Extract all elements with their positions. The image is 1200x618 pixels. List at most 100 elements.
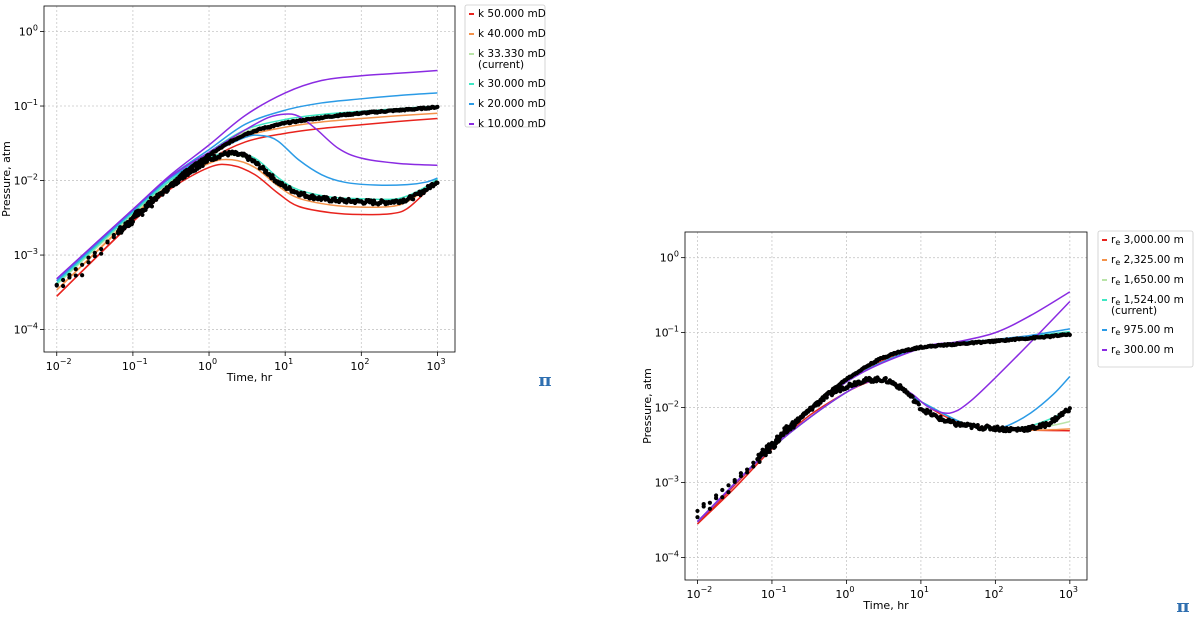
observed-data-point bbox=[332, 195, 337, 201]
y-tick-exponent: 0 bbox=[33, 24, 38, 33]
axes-frame bbox=[43, 5, 456, 353]
y-axis-label: Pressure, atm bbox=[0, 141, 13, 217]
x-tick-label: 10 bbox=[198, 360, 212, 373]
chart-2: 10 −2 10 −1 10 0 10 1 10 2 10 3−410−310−210−110010T… bbox=[641, 230, 1194, 617]
legend-label: re 2,325.00 m bbox=[1111, 254, 1184, 267]
x-tick-exponent: 0 bbox=[212, 357, 217, 366]
legend-label: k 33.330 mD bbox=[478, 48, 546, 60]
legend-item[interactable]: re 975.00 m bbox=[1102, 324, 1174, 337]
observed-data-point bbox=[751, 464, 756, 469]
observed-data-point bbox=[256, 162, 261, 167]
y-tick-exponent: −2 bbox=[667, 400, 679, 409]
legend-label: re 975.00 m bbox=[1111, 324, 1174, 337]
observed-data-point bbox=[67, 272, 72, 278]
observed-data-point bbox=[80, 273, 85, 278]
legend-item[interactable]: k 10.000 mD bbox=[469, 118, 546, 130]
x-tick-exponent: 3 bbox=[1073, 585, 1078, 594]
plot-area bbox=[685, 232, 1087, 580]
y-tick-exponent: 0 bbox=[674, 250, 679, 259]
x-tick-exponent: 3 bbox=[440, 357, 445, 366]
observed-data-point bbox=[302, 190, 307, 196]
y-tick-exponent: −1 bbox=[667, 325, 679, 334]
observed-data-point bbox=[695, 508, 700, 514]
x-tick-label: 10 bbox=[1059, 588, 1073, 601]
observed-data-point bbox=[726, 490, 731, 495]
observed-data-point bbox=[784, 424, 789, 429]
observed-data-point bbox=[200, 163, 205, 168]
legend-item[interactable]: k 40.000 mD bbox=[469, 28, 546, 40]
y-tick-label: 10 bbox=[655, 327, 669, 340]
x-tick-exponent: 2 bbox=[364, 357, 369, 366]
legend-item[interactable]: re 300.00 m bbox=[1102, 344, 1174, 357]
legend-label: re 3,000.00 m bbox=[1111, 234, 1184, 247]
observed-data-point bbox=[73, 273, 78, 278]
x-tick-exponent: 1 bbox=[288, 357, 293, 366]
legend-item[interactable]: re 3,000.00 m bbox=[1102, 234, 1184, 247]
observed-data-point bbox=[1067, 332, 1072, 338]
observed-data-point bbox=[411, 197, 416, 202]
legend-item[interactable]: re 1,650.00 m bbox=[1102, 274, 1184, 287]
observed-data-point bbox=[105, 240, 110, 245]
observed-data-point bbox=[916, 402, 921, 407]
series-pressure-line bbox=[696, 300, 1071, 523]
x-tick-label: 10 bbox=[350, 360, 364, 373]
legend-item[interactable]: re 1,524.00 m(current) bbox=[1102, 294, 1184, 317]
observed-data-point bbox=[115, 231, 121, 236]
legend-box bbox=[1097, 230, 1194, 368]
observed-data-point bbox=[60, 283, 66, 289]
observed-data-point bbox=[111, 232, 116, 238]
y-tick-label: 10 bbox=[660, 252, 674, 265]
x-tick-exponent: −2 bbox=[60, 357, 72, 366]
legend-label: k 20.000 mD bbox=[478, 98, 546, 110]
y-tick-label: 10 bbox=[655, 402, 669, 415]
legend-item[interactable]: re 2,325.00 m bbox=[1102, 254, 1184, 267]
x-tick-exponent: −1 bbox=[775, 585, 787, 594]
legend-item[interactable]: k 33.330 mD(current) bbox=[469, 48, 546, 71]
observed-data-point bbox=[99, 246, 104, 252]
observed-data-point bbox=[92, 250, 97, 255]
legend-item[interactable]: k 30.000 mD bbox=[469, 78, 546, 90]
plot-content bbox=[695, 291, 1072, 525]
x-tick-label: 10 bbox=[46, 360, 60, 373]
observed-data-point bbox=[732, 477, 737, 483]
x-tick-label: 10 bbox=[910, 588, 924, 601]
x-tick-label: 10 bbox=[686, 588, 700, 601]
legend-label: re 1,524.00 m bbox=[1111, 294, 1184, 307]
observed-data-point bbox=[424, 187, 429, 192]
legend-item[interactable]: k 20.000 mD bbox=[469, 98, 546, 110]
observed-data-point bbox=[435, 104, 440, 109]
pi-logo: π bbox=[1176, 596, 1189, 617]
observed-data-point bbox=[995, 424, 1000, 429]
legend-label: k 50.000 mD bbox=[478, 8, 546, 20]
observed-data-point bbox=[883, 376, 888, 381]
observed-data-point bbox=[73, 267, 78, 272]
legend-label: k 40.000 mD bbox=[478, 28, 546, 40]
axes-frame bbox=[684, 231, 1088, 581]
legend-label: k 10.000 mD bbox=[478, 118, 546, 130]
observed-data-point bbox=[60, 277, 66, 283]
series-derivative-line bbox=[56, 69, 438, 280]
x-tick-label: 10 bbox=[122, 360, 136, 373]
x-tick-label: 10 bbox=[984, 588, 998, 601]
y-tick-exponent: −3 bbox=[26, 247, 38, 256]
observed-data-point bbox=[928, 409, 933, 414]
y-tick-exponent: −4 bbox=[26, 322, 38, 331]
legend-label: (current) bbox=[478, 59, 524, 71]
observed-data-point bbox=[1067, 406, 1072, 411]
y-tick-label: 10 bbox=[655, 476, 669, 489]
observed-data-point bbox=[701, 504, 706, 509]
observed-data-point bbox=[92, 253, 97, 259]
y-tick-exponent: −2 bbox=[26, 173, 38, 182]
legend-label: re 1,650.00 m bbox=[1111, 274, 1184, 287]
legend: k 50.000 mD k 40.000 mD k 33.330 mD(curren… bbox=[464, 4, 546, 130]
legend-item[interactable]: k 50.000 mD bbox=[469, 8, 546, 20]
x-tick-exponent: 1 bbox=[924, 585, 929, 594]
x-tick-label: 10 bbox=[274, 360, 288, 373]
observed-data-point bbox=[283, 183, 288, 188]
legend: re 3,000.00 m re 2,325.00 m re 1,650.00 m r… bbox=[1097, 230, 1194, 368]
legend-label: k 30.000 mD bbox=[478, 78, 546, 90]
y-axis-label: Pressure, atm bbox=[641, 368, 654, 444]
observed-data-point bbox=[751, 460, 756, 465]
y-tick-label: 10 bbox=[14, 324, 28, 337]
